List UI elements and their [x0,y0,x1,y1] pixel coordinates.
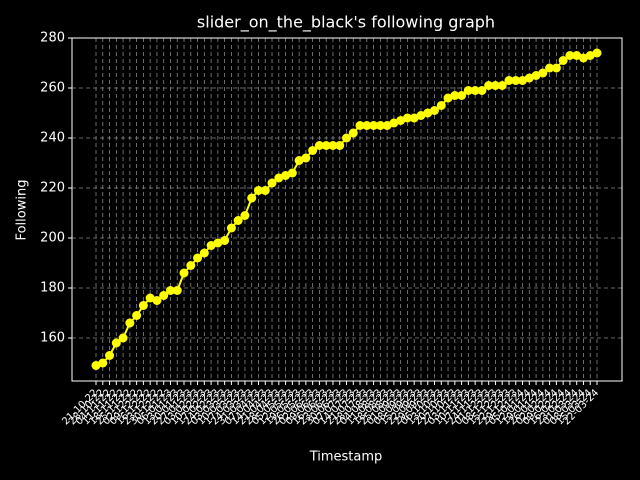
marker [362,121,372,130]
marker [524,73,534,83]
marker [585,51,595,60]
marker [301,153,311,163]
y-tick-label: 220 [40,181,65,196]
marker [260,186,270,195]
marker [342,133,351,143]
marker [294,156,304,165]
marker [172,286,182,295]
marker [193,253,203,263]
marker [138,301,148,310]
x-axis-label: Timestamp [309,450,383,465]
marker [565,51,575,60]
marker [538,68,548,78]
y-tick-label: 280 [40,31,65,46]
marker [179,268,189,278]
marker [132,311,142,320]
y-tick-label: 200 [40,231,65,246]
marker [504,76,514,85]
marker [518,76,528,85]
marker [321,141,331,150]
marker [369,121,379,130]
marker [396,116,406,125]
marker [463,86,473,95]
marker [91,361,101,370]
y-tick-label: 160 [40,331,65,346]
y-tick-label: 240 [40,131,65,146]
marker [477,86,487,95]
marker [348,128,358,138]
marker [545,63,555,73]
y-tick-label: 260 [40,81,65,96]
marker [308,146,318,155]
marker [118,333,128,343]
plot-frame [71,37,623,382]
marker [287,168,297,178]
marker [443,93,453,103]
marker [111,338,121,348]
marker [105,351,115,360]
marker [335,141,345,150]
y-tick-label: 180 [40,281,65,296]
marker [152,296,162,305]
marker [430,106,440,115]
marker [592,48,602,58]
marker [213,238,223,248]
marker [165,286,175,295]
chart-title: slider_on_the_black's following graph [197,13,495,33]
marker [125,318,135,328]
marker [389,118,399,128]
marker [436,101,446,110]
marker [578,53,588,63]
marker [253,186,263,195]
marker [328,141,338,150]
marker [490,81,500,90]
marker [281,171,291,180]
marker [186,261,196,270]
marker [416,111,426,120]
marker [274,173,284,183]
marker [450,91,460,100]
marker [355,121,365,130]
marker [572,51,582,60]
y-axis-label: Following [15,180,30,241]
marker [551,63,561,73]
marker [206,241,216,250]
marker [382,121,392,130]
marker [159,291,169,300]
marker [233,216,243,225]
marker [409,113,419,123]
marker [423,108,433,118]
marker [402,113,412,123]
marker [226,223,236,233]
marker [247,193,257,203]
marker [220,236,230,245]
marker [267,178,277,188]
marker [484,81,494,90]
marker [145,293,155,303]
marker [511,76,521,85]
marker [98,358,108,368]
marker [314,141,324,150]
marker [375,121,385,130]
marker [558,56,568,65]
marker [470,86,480,95]
marker [240,211,250,220]
marker [497,81,507,90]
marker [199,248,209,258]
marker [457,91,467,100]
marker [531,71,541,80]
